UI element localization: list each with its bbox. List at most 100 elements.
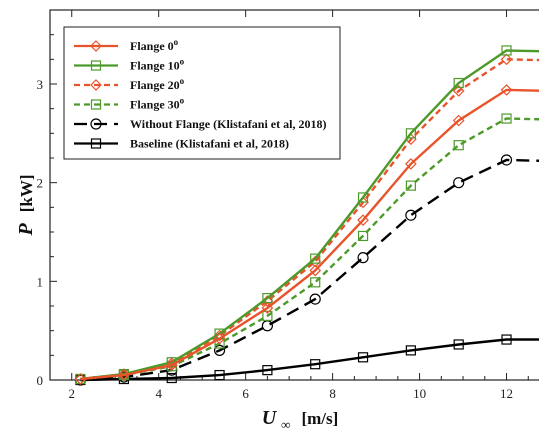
- legend-entry: Flange 20o: [74, 76, 185, 92]
- square-marker: [453, 339, 464, 350]
- diamond-marker: [74, 373, 87, 385]
- legend-label: Without Flange (Klistafani et al, 2018): [130, 117, 326, 131]
- series-line: [80, 58, 539, 381]
- y-axis-unit: [kW]: [17, 175, 36, 213]
- series-line: [80, 49, 539, 381]
- legend-label: Flange 30o: [130, 96, 185, 112]
- legend-label-text: Flange 20: [130, 78, 180, 92]
- square-marker: [405, 180, 416, 191]
- legend-label-text: Flange 10: [130, 59, 180, 73]
- y-tick-label: 3: [37, 77, 44, 92]
- series-line: [80, 88, 539, 381]
- square-marker: [501, 334, 512, 345]
- x-tick-label: 12: [500, 386, 513, 401]
- diamond-marker: [90, 79, 102, 91]
- legend-label: Baseline (Klistafani et al, 2018): [130, 137, 289, 151]
- square-marker: [357, 230, 369, 242]
- x-tick-label: 4: [155, 386, 162, 401]
- x-axis-symbol: U: [262, 407, 278, 429]
- diamond-marker: [405, 158, 417, 170]
- legend-entry: Flange 30o: [74, 96, 185, 112]
- diamond-marker: [118, 369, 130, 381]
- legend-entry: Without Flange (Klistafani et al, 2018): [74, 117, 326, 131]
- legend-label: Flange 10o: [130, 57, 185, 73]
- circle-marker: [357, 252, 369, 264]
- diamond-marker: [90, 40, 102, 52]
- circle-marker: [261, 320, 273, 332]
- legend-entry: Flange 0o: [74, 37, 179, 53]
- y-tick-label: 2: [37, 176, 44, 191]
- legend-label-text: Flange 30: [130, 98, 180, 112]
- circle-marker: [309, 293, 321, 305]
- y-tick-label: 0: [37, 373, 44, 388]
- square-marker: [90, 138, 102, 149]
- circle-marker: [405, 209, 417, 221]
- legend-entry: Baseline (Klistafani et al, 2018): [74, 137, 289, 151]
- square-marker: [501, 45, 512, 56]
- series-line: [80, 338, 539, 382]
- diamond-marker: [165, 359, 178, 372]
- series-line: [80, 117, 539, 381]
- x-tick-label: 6: [242, 386, 249, 401]
- x-axis-title: U ∞ [m/s]: [262, 407, 339, 434]
- diamond-marker: [452, 114, 465, 127]
- x-tick-label: 8: [329, 386, 336, 401]
- y-axis-title: P [kW]: [15, 175, 37, 237]
- series-group: [75, 334, 539, 386]
- diamond-marker: [500, 84, 513, 96]
- square-marker: [501, 113, 512, 124]
- square-marker: [90, 99, 102, 110]
- square-marker: [310, 277, 321, 288]
- x-tick-label: 10: [413, 386, 426, 401]
- diamond-marker: [452, 85, 465, 97]
- y-axis-symbol: P: [15, 223, 37, 237]
- series-layer: [74, 45, 539, 386]
- square-marker: [262, 365, 273, 376]
- legend-label: Flange 20o: [130, 76, 185, 92]
- circle-marker: [453, 177, 465, 189]
- legend-box: [63, 26, 341, 160]
- square-marker: [310, 253, 321, 264]
- legend-label: Flange 0o: [130, 37, 179, 53]
- diamond-marker: [357, 214, 369, 227]
- legend-label-text: Baseline (Klistafani et al, 2018): [130, 137, 289, 151]
- x-axis-subscript: ∞: [281, 417, 290, 432]
- square-marker: [90, 60, 102, 71]
- series-line: [80, 158, 539, 382]
- square-marker: [357, 352, 369, 363]
- legend-label-sup: o: [174, 37, 179, 47]
- square-marker: [405, 128, 416, 139]
- legend-label-text: Flange 0: [130, 39, 174, 53]
- x-tick-label: 2: [68, 386, 75, 401]
- diamond-marker: [309, 264, 322, 277]
- plot-frame: [49, 9, 539, 381]
- legend-label-sup: o: [180, 96, 185, 106]
- square-marker: [405, 345, 416, 356]
- diamond-marker: [261, 302, 274, 314]
- circle-marker: [90, 118, 102, 130]
- circle-marker: [213, 344, 226, 356]
- series-group: [74, 84, 539, 385]
- diamond-marker: [500, 53, 513, 66]
- x-axis-unit: [m/s]: [301, 409, 338, 428]
- diamond-marker: [213, 332, 226, 345]
- square-marker: [310, 359, 321, 370]
- square-marker: [453, 140, 464, 151]
- legend-label-text: Without Flange (Klistafani et al, 2018): [130, 117, 326, 131]
- square-marker: [357, 192, 369, 203]
- y-tick-label: 1: [37, 274, 44, 289]
- square-marker: [453, 77, 464, 89]
- series-group: [74, 154, 539, 386]
- circle-marker: [500, 154, 513, 166]
- legend-label-sup: o: [180, 57, 185, 67]
- square-marker: [166, 372, 177, 384]
- legend-entry: Flange 10o: [74, 57, 185, 73]
- square-marker: [214, 369, 225, 381]
- square-marker: [262, 310, 273, 321]
- diamond-marker: [213, 329, 226, 342]
- legend-label-sup: o: [180, 76, 185, 86]
